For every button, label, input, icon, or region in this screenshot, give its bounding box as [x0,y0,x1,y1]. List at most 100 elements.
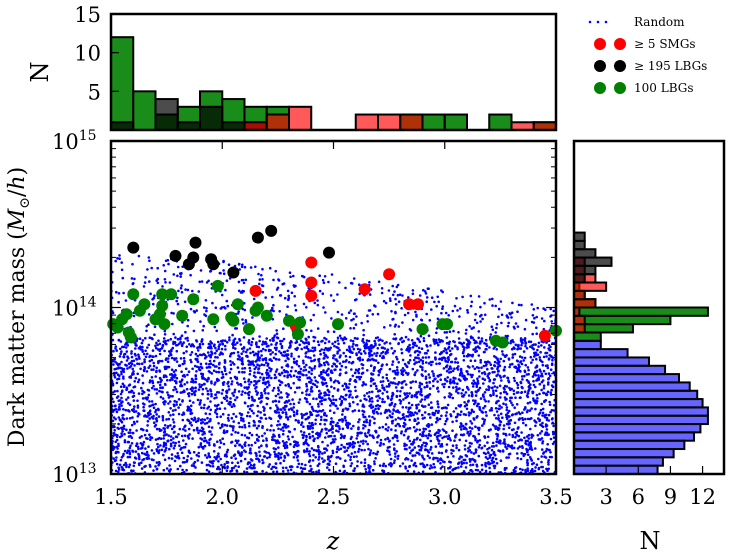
random-point [428,376,432,379]
random-point [274,348,278,352]
random-point [275,341,279,345]
random-point [492,445,496,448]
random-point [220,370,224,374]
random-point [150,358,154,362]
random-point [445,351,449,355]
random-point [177,289,180,293]
random-point [312,349,315,353]
random-point [274,394,278,398]
random-point [471,355,474,358]
random-point [114,360,117,364]
random-point [538,382,542,386]
random-point [327,397,331,400]
random-point [218,439,222,442]
random-point [413,454,417,457]
random-point [136,362,139,366]
random-point [206,380,209,383]
random-point [174,388,178,391]
random-point [493,464,497,468]
random-point [193,460,197,464]
random-point [455,446,458,450]
random-point [368,467,371,470]
random-point [256,355,260,358]
random-point [368,352,371,356]
random-point [349,464,353,468]
random-point [525,435,529,438]
random-point [210,392,213,396]
random-point [404,393,407,396]
random-point [138,463,141,467]
random-point [308,450,312,453]
random-point [378,426,381,430]
random-point [510,347,514,351]
random-point [426,436,430,440]
random-point [234,444,237,448]
random-point [243,386,246,389]
random-point [301,391,304,395]
random-point [163,278,167,281]
random-point [399,400,403,403]
random-point [465,427,468,431]
random-point [367,309,371,312]
random-point [255,393,259,396]
random-point [212,450,216,453]
random-point [120,432,123,435]
random-point [341,384,345,388]
random-point [540,388,543,392]
random-point [198,383,201,386]
random-point [163,424,167,427]
random-point [484,461,487,465]
random-point [541,414,544,417]
random-point [457,466,460,469]
random-point [264,358,268,362]
random-point [167,434,170,437]
random-point [427,434,431,437]
random-point [248,451,252,455]
random-point [350,435,353,439]
random-point [308,393,311,396]
random-point [496,435,499,438]
random-point [385,390,389,394]
random-point [271,435,274,439]
random-point [186,455,190,458]
random-point [122,468,126,472]
random-point [137,455,141,459]
random-point [527,453,530,457]
random-point [362,405,366,408]
random-point [281,440,285,443]
random-point [164,339,167,343]
random-point [448,395,452,399]
random-point [114,469,118,473]
random-point [304,368,308,372]
random-point [240,453,243,457]
random-point [311,434,315,438]
random-point [343,415,347,419]
random-point [168,378,172,382]
random-point [541,441,544,445]
random-point [190,360,193,364]
random-point [261,426,264,430]
random-point [121,276,125,280]
random-point [537,345,540,348]
random-point [179,275,182,278]
random-point [225,299,229,303]
random-point [175,400,178,404]
random-point [218,271,222,275]
random-point [286,353,290,357]
random-point [172,421,176,424]
random-point [493,360,497,364]
random-point [398,464,402,468]
random-point [288,271,292,275]
random-point [194,374,198,378]
random-point [505,397,508,401]
random-point [462,395,465,398]
random-point [180,384,184,388]
random-point [483,301,486,305]
random-point [146,437,149,441]
random-point [317,358,320,361]
random-point [319,418,323,422]
random-point [409,354,412,357]
random-point [238,355,241,359]
random-point [152,406,156,410]
random-point [439,467,443,470]
